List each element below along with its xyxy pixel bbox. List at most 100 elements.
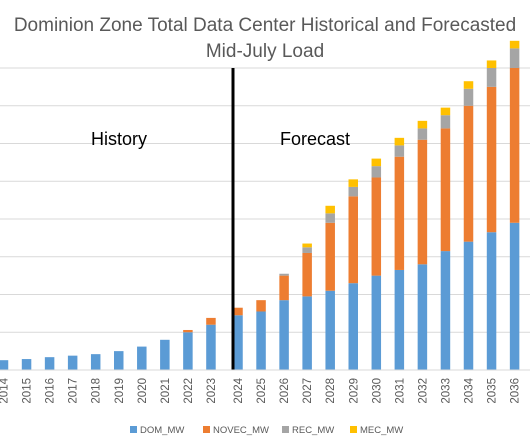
- x-tick-label: 2035: [487, 378, 499, 404]
- bar-segment-novec-mw-2034: [463, 105, 474, 242]
- bar-segment-dom-mw-2022: [183, 332, 193, 370]
- bar-segment-dom-mw-2014: [0, 360, 9, 370]
- bar-segment-dom-mw-2032: [417, 264, 428, 370]
- bar-segment-mec-mw-2028: [325, 205, 335, 214]
- x-tick-label: 2033: [440, 378, 452, 404]
- bar-segment-dom-mw-2028: [325, 290, 335, 370]
- x-tick-label: 2021: [160, 378, 172, 404]
- bar-segment-dom-mw-2018: [90, 354, 101, 370]
- x-tick-label: 2017: [68, 378, 80, 404]
- bar-segment-novec-mw-2033: [440, 128, 451, 252]
- bar-segment-rec-mw-2028: [325, 213, 335, 223]
- x-tick-label: 2028: [325, 378, 337, 404]
- bar-segment-mec-mw-2036: [509, 40, 520, 49]
- bar-segment-dom-mw-2035: [486, 232, 497, 370]
- x-tick-label: 2030: [371, 378, 383, 404]
- x-tick-label: 2020: [137, 378, 149, 404]
- legend-swatch: [130, 426, 137, 433]
- gridlines: [0, 67, 530, 333]
- legend-item-novec-mw: NOVEC_MW: [203, 425, 269, 436]
- x-tick-label: 2024: [233, 377, 245, 403]
- x-tick-label: 2019: [114, 378, 126, 404]
- chart-title-line-2: Mid-July Load: [206, 41, 324, 62]
- bar-segment-rec-mw-2026: [279, 273, 289, 276]
- bar-segment-dom-mw-2034: [463, 241, 474, 370]
- bar-segment-novec-mw-2028: [325, 222, 335, 291]
- bar-segment-mec-mw-2035: [486, 60, 497, 68]
- bar-segment-rec-mw-2031: [394, 145, 405, 157]
- legend-label: REC_MW: [292, 425, 334, 436]
- x-tick-label: 2031: [394, 378, 406, 404]
- x-tick-label: 2032: [417, 378, 429, 404]
- bar-segment-rec-mw-2030: [371, 166, 382, 178]
- x-tick-label: 2026: [279, 378, 291, 404]
- bar-segment-dom-mw-2021: [160, 339, 170, 370]
- legend-item-dom-mw: DOM_MW: [130, 425, 184, 436]
- legend-label: MEC_MW: [360, 425, 403, 436]
- bar-segment-mec-mw-2030: [371, 158, 382, 167]
- bar-segment-rec-mw-2032: [417, 128, 428, 140]
- bar-segment-dom-mw-2019: [114, 351, 124, 370]
- x-tick-label: 2036: [510, 378, 522, 404]
- bar-segment-dom-mw-2033: [440, 251, 451, 370]
- bar-segment-rec-mw-2027: [302, 247, 312, 253]
- x-tick-labels: 2014 2015 2016 2017 2018 2019 2020 2021 2022 2023…: [0, 377, 522, 403]
- x-tick-label: 2027: [302, 378, 314, 404]
- bar-segment-dom-mw-2031: [394, 269, 405, 370]
- bar-segment-dom-mw-2024: [233, 315, 243, 370]
- history-annotation: History: [91, 129, 147, 149]
- bar-segment-dom-mw-2025: [256, 311, 266, 370]
- bar-segment-novec-mw-2022: [183, 329, 193, 333]
- bar-segment-dom-mw-2023: [206, 324, 216, 370]
- bar-segment-rec-mw-2029: [348, 186, 358, 197]
- bar-segment-mec-mw-2033: [440, 107, 451, 116]
- bar-segment-mec-mw-2029: [348, 179, 358, 187]
- x-tick-label: 2014: [0, 377, 11, 403]
- forecast-annotation: Forecast: [280, 129, 350, 149]
- bar-segment-mec-mw-2034: [463, 81, 474, 89]
- x-tick-label: 2016: [45, 378, 57, 404]
- legend-label: DOM_MW: [140, 425, 184, 436]
- x-tick-label: 2023: [206, 378, 218, 404]
- legend: DOM_MW NOVEC_MW REC_MW MEC_MW: [130, 425, 403, 436]
- bar-segment-novec-mw-2035: [486, 86, 497, 233]
- legend-swatch: [350, 426, 357, 433]
- bar-segment-dom-mw-2026: [279, 300, 289, 370]
- bar-segment-dom-mw-2020: [137, 346, 147, 370]
- bar-segment-mec-mw-2027: [302, 243, 312, 248]
- x-tick-label: 2025: [256, 378, 268, 404]
- bar-segment-novec-mw-2032: [417, 139, 428, 265]
- bar-segment-dom-mw-2015: [21, 359, 32, 370]
- legend-swatch: [282, 426, 289, 433]
- legend-swatch: [203, 426, 210, 433]
- bar-segment-mec-mw-2032: [417, 120, 428, 129]
- legend-item-rec-mw: REC_MW: [282, 425, 334, 436]
- bar-segment-novec-mw-2025: [256, 300, 266, 312]
- chart-title-line-1: Dominion Zone Total Data Center Historic…: [14, 15, 516, 36]
- legend-label: NOVEC_MW: [213, 425, 269, 436]
- bar-segment-dom-mw-2030: [371, 275, 382, 370]
- bar-segment-mec-mw-2031: [394, 137, 405, 146]
- x-tick-label: 2022: [183, 378, 195, 404]
- bar-segment-novec-mw-2031: [394, 156, 405, 270]
- bar-segment-dom-mw-2027: [302, 296, 312, 370]
- bar-segment-rec-mw-2033: [440, 115, 451, 129]
- bar-segment-dom-mw-2016: [44, 357, 55, 370]
- bar-segment-novec-mw-2027: [302, 252, 312, 297]
- legend-item-mec-mw: MEC_MW: [350, 425, 403, 436]
- bar-segment-dom-mw-2029: [348, 283, 358, 370]
- x-tick-label: 2029: [348, 378, 360, 404]
- bar-segment-rec-mw-2034: [463, 88, 474, 106]
- bar-segment-dom-mw-2017: [67, 355, 78, 370]
- bar-segment-rec-mw-2036: [509, 48, 520, 68]
- bar-segment-novec-mw-2030: [371, 177, 382, 276]
- bar-segment-novec-mw-2036: [509, 68, 520, 223]
- bar-segment-novec-mw-2024: [233, 307, 243, 316]
- bars: [0, 40, 520, 370]
- x-tick-label: 2018: [91, 378, 103, 404]
- x-tick-label: 2015: [22, 378, 34, 404]
- bar-segment-rec-mw-2035: [486, 68, 497, 87]
- bar-segment-dom-mw-2036: [509, 222, 520, 370]
